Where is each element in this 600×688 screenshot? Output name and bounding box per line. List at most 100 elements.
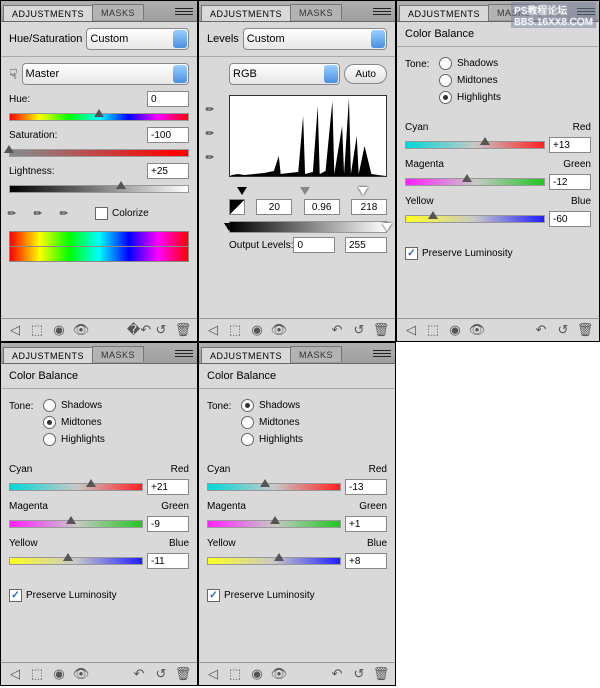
clip-icon[interactable]: ◉: [51, 666, 67, 682]
colorize-checkbox[interactable]: [95, 207, 108, 220]
eyedropper-minus-icon[interactable]: ✎: [58, 202, 81, 225]
prev-icon[interactable]: ↶: [329, 322, 345, 338]
yb-input[interactable]: [147, 553, 189, 569]
mg-input[interactable]: [345, 516, 387, 532]
eyedropper-icon[interactable]: ✎: [6, 202, 29, 225]
tab-adjustments[interactable]: ADJUSTMENTS: [3, 347, 93, 363]
yb-slider[interactable]: [9, 553, 143, 565]
panel-menu-icon[interactable]: [373, 346, 395, 360]
eyedropper-plus-icon[interactable]: ✎: [32, 202, 55, 225]
preset-select[interactable]: Custom: [243, 28, 387, 50]
trash-icon[interactable]: 🗑: [175, 666, 191, 682]
tab-masks[interactable]: MASKS: [290, 4, 342, 20]
clip-icon[interactable]: ◉: [447, 322, 463, 338]
back-icon[interactable]: ◁: [205, 322, 221, 338]
radio-highlights[interactable]: [241, 433, 254, 446]
hue-slider[interactable]: [9, 109, 189, 121]
expand-icon[interactable]: ⬚: [29, 322, 45, 338]
reset-icon[interactable]: ↺: [153, 666, 169, 682]
tab-masks[interactable]: MASKS: [92, 4, 144, 20]
radio-midtones[interactable]: [439, 74, 452, 87]
scrubby-icon[interactable]: ☟: [9, 66, 18, 83]
visibility-icon[interactable]: 👁: [73, 322, 89, 338]
trash-icon[interactable]: 🗑: [373, 666, 389, 682]
output-slider[interactable]: [229, 219, 387, 231]
radio-midtones[interactable]: [241, 416, 254, 429]
trash-icon[interactable]: 🗑: [175, 322, 191, 338]
preserve-checkbox[interactable]: [207, 589, 220, 602]
panel-menu-icon[interactable]: [373, 4, 395, 18]
cr-input[interactable]: [345, 479, 387, 495]
prev-icon[interactable]: �↶: [131, 322, 147, 338]
clip-icon[interactable]: ◉: [249, 666, 265, 682]
reset-icon[interactable]: ↺: [351, 322, 367, 338]
yb-slider[interactable]: [405, 211, 545, 223]
expand-icon[interactable]: ⬚: [29, 666, 45, 682]
preserve-checkbox[interactable]: [405, 247, 418, 260]
in-black-input[interactable]: [256, 199, 292, 215]
expand-icon[interactable]: ⬚: [227, 666, 243, 682]
mg-input[interactable]: [549, 174, 591, 190]
wb-icon[interactable]: [229, 199, 245, 215]
light-slider[interactable]: [9, 181, 189, 193]
auto-button[interactable]: Auto: [344, 64, 387, 84]
panel-menu-icon[interactable]: [175, 346, 197, 360]
reset-icon[interactable]: ↺: [351, 666, 367, 682]
yb-input[interactable]: [345, 553, 387, 569]
trash-icon[interactable]: 🗑: [373, 322, 389, 338]
input-slider[interactable]: [229, 183, 387, 193]
in-white-input[interactable]: [351, 199, 387, 215]
back-icon[interactable]: ◁: [403, 322, 419, 338]
tab-masks[interactable]: MASKS: [290, 346, 342, 362]
reset-icon[interactable]: ↺: [555, 322, 571, 338]
tab-adjustments[interactable]: ADJUSTMENTS: [3, 5, 93, 21]
prev-icon[interactable]: ↶: [131, 666, 147, 682]
yb-input[interactable]: [549, 211, 591, 227]
expand-icon[interactable]: ⬚: [227, 322, 243, 338]
prev-icon[interactable]: ↶: [533, 322, 549, 338]
cr-input[interactable]: [147, 479, 189, 495]
radio-shadows[interactable]: [43, 399, 56, 412]
visibility-icon[interactable]: 👁: [271, 666, 287, 682]
tab-adjustments[interactable]: ADJUSTMENTS: [201, 5, 291, 21]
back-icon[interactable]: ◁: [7, 666, 23, 682]
tab-adjustments[interactable]: ADJUSTMENTS: [399, 5, 489, 21]
radio-shadows[interactable]: [439, 57, 452, 70]
gray-eyedropper-icon[interactable]: ✎: [204, 122, 227, 145]
trash-icon[interactable]: 🗑: [577, 322, 593, 338]
cr-input[interactable]: [549, 137, 591, 153]
cr-slider[interactable]: [207, 479, 341, 491]
clip-icon[interactable]: ◉: [249, 322, 265, 338]
black-eyedropper-icon[interactable]: ✎: [204, 98, 227, 121]
radio-highlights[interactable]: [439, 91, 452, 104]
back-icon[interactable]: ◁: [7, 322, 23, 338]
radio-highlights[interactable]: [43, 433, 56, 446]
prev-icon[interactable]: ↶: [329, 666, 345, 682]
white-eyedropper-icon[interactable]: ✎: [204, 146, 227, 169]
channel-select[interactable]: RGB: [229, 63, 340, 85]
out-black-input[interactable]: [293, 237, 335, 253]
clip-icon[interactable]: ◉: [51, 322, 67, 338]
preserve-checkbox[interactable]: [9, 589, 22, 602]
hue-input[interactable]: [147, 91, 189, 107]
reset-icon[interactable]: ↺: [153, 322, 169, 338]
mg-slider[interactable]: [9, 516, 143, 528]
mg-slider[interactable]: [207, 516, 341, 528]
preset-select[interactable]: Custom: [86, 28, 189, 50]
in-gamma-input[interactable]: [304, 199, 340, 215]
yb-slider[interactable]: [207, 553, 341, 565]
sat-slider[interactable]: [9, 145, 189, 157]
channel-select[interactable]: Master: [22, 63, 189, 85]
cr-slider[interactable]: [9, 479, 143, 491]
visibility-icon[interactable]: 👁: [271, 322, 287, 338]
mg-input[interactable]: [147, 516, 189, 532]
light-input[interactable]: [147, 163, 189, 179]
panel-menu-icon[interactable]: [175, 4, 197, 18]
visibility-icon[interactable]: 👁: [73, 666, 89, 682]
out-white-input[interactable]: [345, 237, 387, 253]
expand-icon[interactable]: ⬚: [425, 322, 441, 338]
radio-shadows[interactable]: [241, 399, 254, 412]
back-icon[interactable]: ◁: [205, 666, 221, 682]
tab-masks[interactable]: MASKS: [92, 346, 144, 362]
sat-input[interactable]: [147, 127, 189, 143]
